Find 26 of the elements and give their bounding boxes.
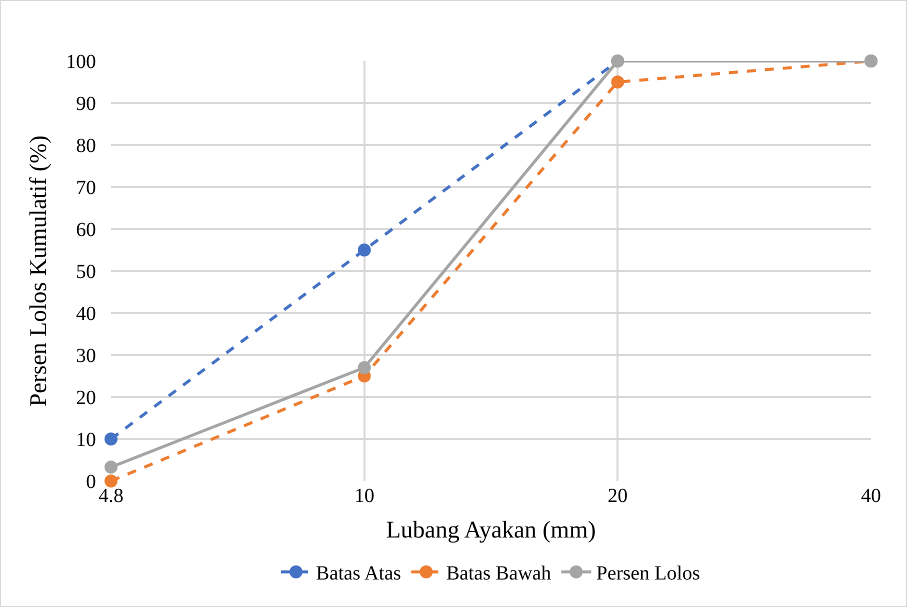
- y-tick-label: 100: [66, 51, 96, 73]
- point: [104, 432, 118, 446]
- point: [104, 460, 118, 474]
- point: [358, 244, 371, 256]
- y-axis-title: Persen Lolos Kumulatif (%): [26, 135, 52, 407]
- y-tick-label: 20: [76, 387, 96, 409]
- x-tick-label: 4.8: [98, 485, 124, 507]
- y-tick-label: 60: [76, 219, 96, 241]
- y-tick-label: 30: [76, 345, 96, 367]
- legend-label: Batas Bawah: [446, 562, 552, 585]
- x-tick-label: 20: [608, 485, 628, 507]
- y-tick-label: 70: [76, 177, 96, 199]
- x-tick-label: 10: [354, 485, 374, 507]
- point: [611, 76, 624, 88]
- y-tick-label: 80: [76, 135, 96, 157]
- legend-label: Batas Atas: [316, 562, 402, 585]
- x-axis-title: Lubang Ayakan (mm): [386, 517, 596, 544]
- point: [358, 361, 371, 374]
- y-tick-label: 10: [76, 429, 96, 451]
- x-tick-label: 40: [861, 485, 881, 507]
- y-tick-label: 0: [86, 471, 96, 493]
- legend-label: Persen Lolos: [596, 562, 700, 585]
- y-tick-label: 50: [76, 261, 96, 283]
- y-tick-label: 40: [76, 303, 96, 325]
- y-tick-label: 90: [76, 93, 96, 115]
- point: [104, 474, 118, 488]
